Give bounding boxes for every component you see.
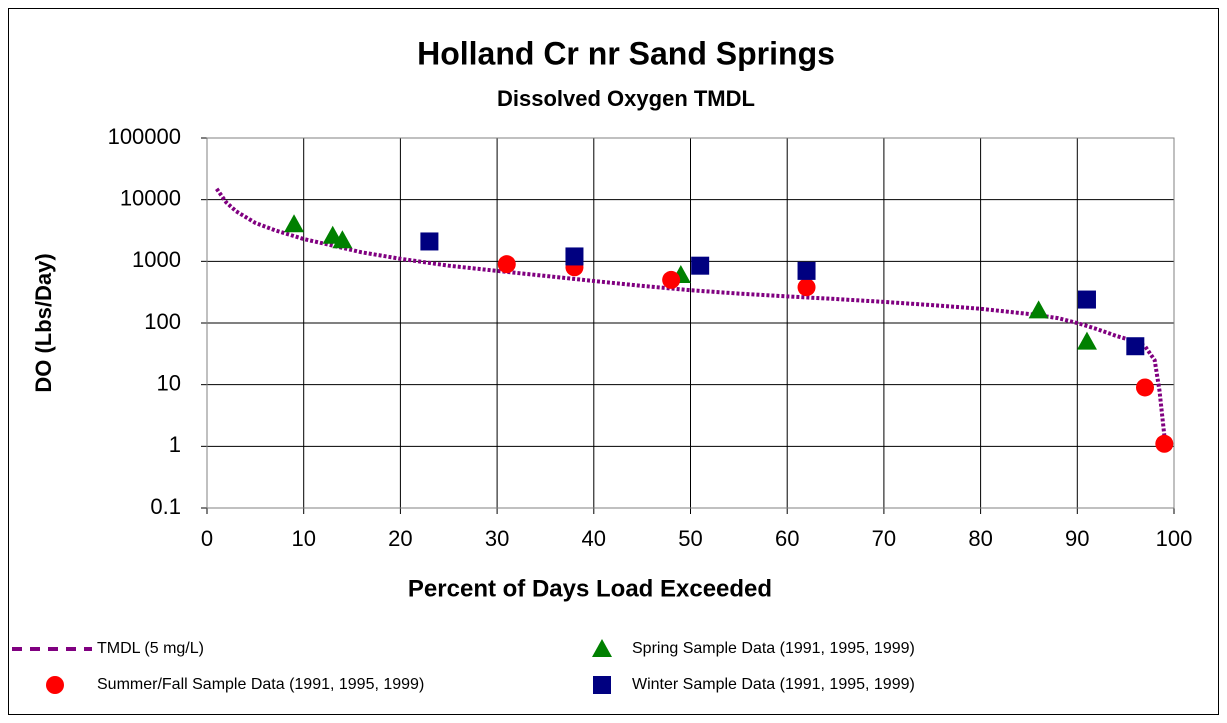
- data-point: [284, 214, 305, 233]
- data-point: [565, 247, 584, 266]
- data-point: [1076, 331, 1097, 350]
- data-point: [1155, 434, 1174, 453]
- data-point: [1028, 300, 1049, 319]
- x-tick-label: 20: [388, 526, 412, 551]
- x-tick-label: 80: [968, 526, 992, 551]
- x-tick-label: 40: [582, 526, 606, 551]
- data-point: [1077, 290, 1096, 309]
- data-point: [420, 232, 439, 251]
- x-tick-label: 60: [775, 526, 799, 551]
- legend-label: Winter Sample Data (1991, 1995, 1999): [632, 676, 915, 693]
- y-tick-label: 10: [157, 370, 181, 395]
- chart-subtitle: Dissolved Oxygen TMDL: [497, 86, 755, 111]
- data-point: [662, 270, 681, 289]
- legend-label: Summer/Fall Sample Data (1991, 1995, 199…: [97, 676, 424, 693]
- x-tick-label: 30: [485, 526, 509, 551]
- x-tick-label: 90: [1065, 526, 1089, 551]
- data-point: [497, 255, 516, 274]
- data-line: [215, 187, 1167, 436]
- y-tick-label: 0.1: [150, 494, 181, 519]
- legend-label: Spring Sample Data (1991, 1995, 1999): [632, 640, 915, 657]
- data-point: [1126, 337, 1145, 356]
- y-tick-label: 100: [144, 309, 181, 334]
- data-point: [797, 261, 816, 280]
- x-tick-label: 100: [1156, 526, 1193, 551]
- data-point: [691, 256, 710, 275]
- y-tick-label: 10000: [120, 185, 181, 210]
- plot-border: [206, 137, 1175, 509]
- data-point: [797, 278, 816, 297]
- legend-label: TMDL (5 mg/L): [97, 640, 204, 657]
- chart-title: Holland Cr nr Sand Springs: [417, 35, 835, 71]
- legend-swatch: [593, 676, 611, 694]
- y-tick-label: 1000: [132, 247, 181, 272]
- data-point: [1135, 378, 1154, 397]
- data-point: [332, 230, 353, 249]
- x-axis-label: Percent of Days Load Exceeded: [408, 575, 772, 602]
- y-axis-label: DO (Lbs/Day): [31, 253, 56, 392]
- x-tick-label: 0: [201, 526, 213, 551]
- x-tick-label: 50: [678, 526, 702, 551]
- y-tick-label: 1: [169, 432, 181, 457]
- legend-swatch: [592, 639, 612, 657]
- y-tick-label: 100000: [108, 124, 181, 149]
- x-tick-label: 10: [291, 526, 315, 551]
- x-tick-label: 70: [872, 526, 896, 551]
- legend-swatch: [46, 676, 64, 694]
